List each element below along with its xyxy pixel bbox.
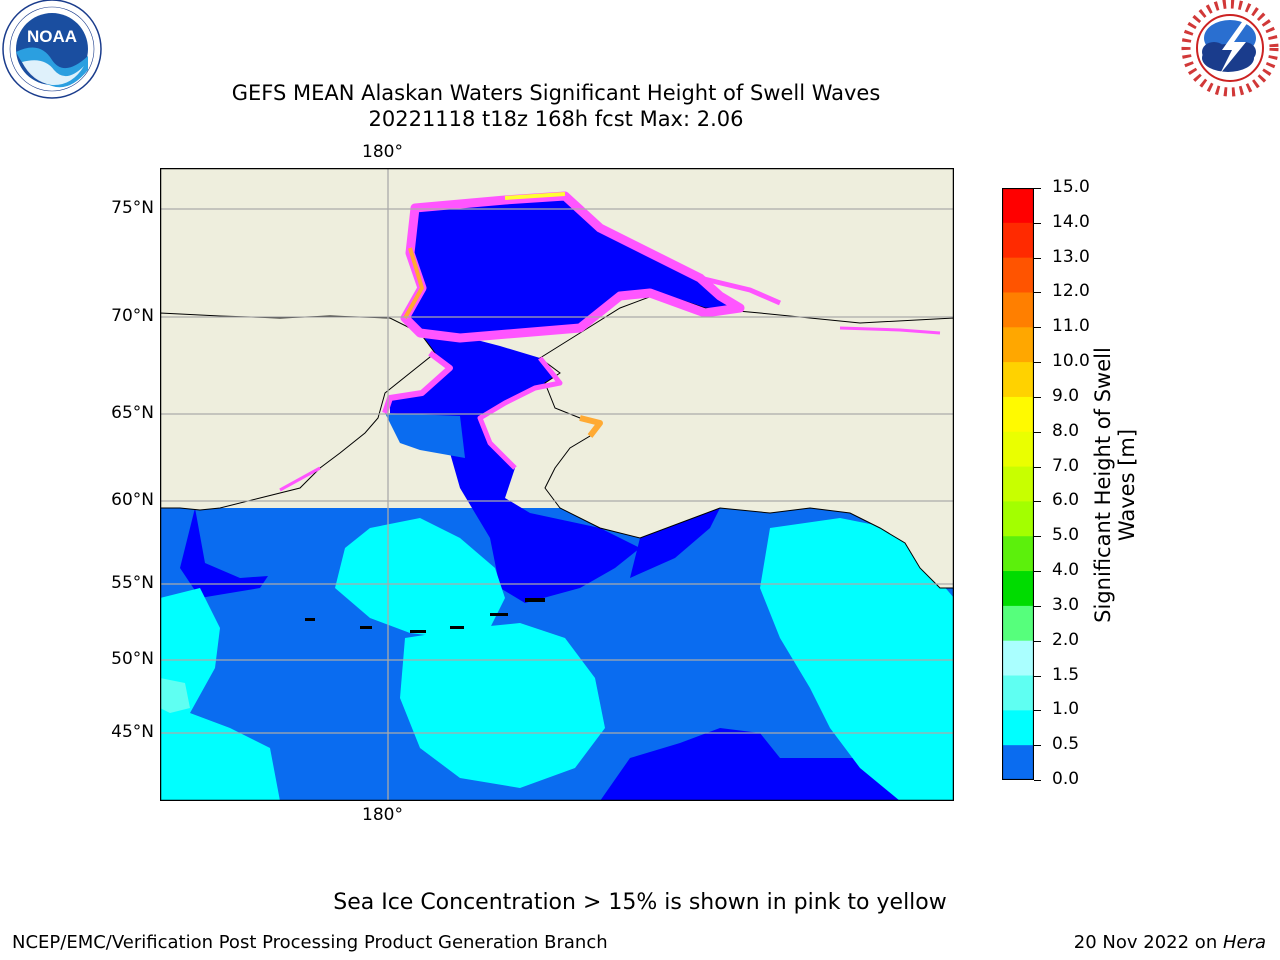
latitude-label: 60°N [111, 490, 154, 510]
colorbar-label: Significant Height of Swell Waves [m] [1091, 325, 1139, 645]
latitude-label: 75°N [111, 198, 154, 218]
colorbar-swatch [1002, 188, 1034, 224]
colorbar-frame [1001, 187, 1035, 781]
chart-subtitle: 20221118 t18z 168h fcst Max: 2.06 [368, 107, 744, 131]
colorbar-tick-mark [1034, 222, 1041, 224]
colorbar-swatch [1002, 222, 1034, 259]
colorbar-swatches [1001, 187, 1035, 781]
colorbar-swatch [1002, 292, 1034, 328]
latitude-label: 65°N [111, 403, 154, 423]
colorbar-tick-mark [1034, 327, 1041, 329]
colorbar-tick-mark [1034, 466, 1041, 468]
chart-title: GEFS MEAN Alaskan Waters Significant Hei… [231, 81, 881, 105]
map-frame [159, 167, 955, 802]
colorbar-tick-label: 4.0 [1052, 560, 1080, 581]
central-pacific-swell-1.0 [400, 623, 605, 788]
date-stamp: 20 Nov 2022 on Hera [1074, 932, 1266, 953]
credit-text: NCEP/EMC/Verification Post Processing Pr… [12, 932, 608, 953]
colorbar-tick-mark [1034, 640, 1041, 642]
colorbar-swatch [1002, 605, 1034, 642]
colorbar [1001, 187, 1035, 781]
latitude-label: 50°N [111, 649, 154, 669]
colorbar-swatch [1002, 571, 1034, 607]
latitude-label: 45°N [111, 722, 154, 742]
colorbar-tick-label: 15.0 [1052, 177, 1090, 197]
colorbar-tick-mark [1034, 536, 1041, 538]
colorbar-tick-label: 1.5 [1052, 664, 1080, 685]
colorbar-swatch [1002, 431, 1034, 468]
colorbar-tick-mark [1034, 710, 1041, 712]
siberia-land [160, 312, 436, 511]
western-pacific-swell-1.0 [160, 588, 280, 801]
bering-low-swell [390, 318, 640, 603]
colorbar-swatch [1002, 710, 1034, 746]
colorbar-tick-label: 6.0 [1052, 490, 1080, 511]
sea-ice-note: Sea Ice Concentration > 15% is shown in … [333, 890, 947, 915]
central-bering-swell-1.0 [335, 518, 505, 638]
bering-strait-swell [385, 413, 465, 458]
colorbar-tick-label: 14.0 [1052, 211, 1090, 232]
colorbar-swatch [1002, 745, 1034, 781]
colorbar-tick-mark [1034, 188, 1041, 189]
colorbar-label-line1: Significant Height of Swell [1091, 347, 1115, 623]
colorbar-tick-mark [1034, 780, 1041, 781]
colorbar-tick-mark [1034, 745, 1041, 747]
colorbar-tick-label: 11.0 [1052, 316, 1090, 337]
aleutian-low-swell [630, 508, 720, 578]
colorbar-swatch [1002, 640, 1034, 677]
colorbar-tick-label: 1.0 [1052, 699, 1080, 720]
colorbar-tick-label: 3.0 [1052, 594, 1080, 615]
colorbar-tick-label: 5.0 [1052, 525, 1080, 546]
colorbar-tick-label: 2.0 [1052, 629, 1080, 650]
colorbar-tick-mark [1034, 605, 1041, 607]
colorbar-swatch [1002, 327, 1034, 363]
colorbar-tick-mark [1034, 501, 1041, 503]
colorbar-tick-mark [1034, 571, 1041, 573]
colorbar-tick-label: 0.0 [1052, 769, 1080, 789]
colorbar-swatch [1002, 536, 1034, 572]
colorbar-tick-label: 12.0 [1052, 281, 1090, 302]
colorbar-tick-mark [1034, 257, 1041, 259]
arctic-low-swell [405, 196, 740, 338]
colorbar-swatch [1002, 396, 1034, 433]
aleutian-islands [305, 598, 545, 633]
colorbar-tick-label: 7.0 [1052, 455, 1080, 476]
western-swell-1.5 [160, 678, 190, 713]
colorbar-tick-mark [1034, 292, 1041, 294]
colorbar-tick-mark [1034, 396, 1041, 398]
colorbar-tick-mark [1034, 675, 1041, 677]
colorbar-tick-mark [1034, 362, 1041, 364]
date-text: 20 Nov 2022 on [1073, 932, 1223, 953]
colorbar-swatch [1002, 675, 1034, 711]
noaa-logo-text: NOAA [27, 27, 77, 46]
sea-ice-edge [279, 191, 941, 492]
colorbar-swatch [1002, 362, 1034, 398]
map-panel [159, 167, 955, 802]
colorbar-tick-label: 13.0 [1052, 246, 1090, 267]
map-canvas [159, 167, 955, 802]
colorbar-label-line2: Waves [m] [1115, 428, 1139, 542]
longitude-label-bottom: 180° [362, 805, 403, 825]
colorbar-tick-label: 8.0 [1052, 420, 1080, 441]
kamchatka-low-swell [180, 508, 268, 598]
latitude-label: 55°N [111, 573, 154, 593]
southern-low-swell [600, 728, 954, 801]
nws-logo [1176, 0, 1280, 100]
noaa-logo: NOAA [0, 0, 104, 100]
colorbar-tick-mark [1034, 431, 1041, 433]
colorbar-swatch [1002, 466, 1034, 502]
colorbar-tick-label: 10.0 [1052, 351, 1090, 372]
latitude-label: 70°N [111, 306, 154, 326]
colorbar-swatch [1002, 257, 1034, 293]
map-graticule [160, 168, 954, 801]
colorbar-tick-label: 0.5 [1052, 734, 1080, 755]
colorbar-swatch [1002, 501, 1034, 537]
colorbar-tick-label: 9.0 [1052, 385, 1080, 406]
longitude-label-top: 180° [362, 142, 403, 162]
host-name: Hera [1222, 932, 1266, 953]
